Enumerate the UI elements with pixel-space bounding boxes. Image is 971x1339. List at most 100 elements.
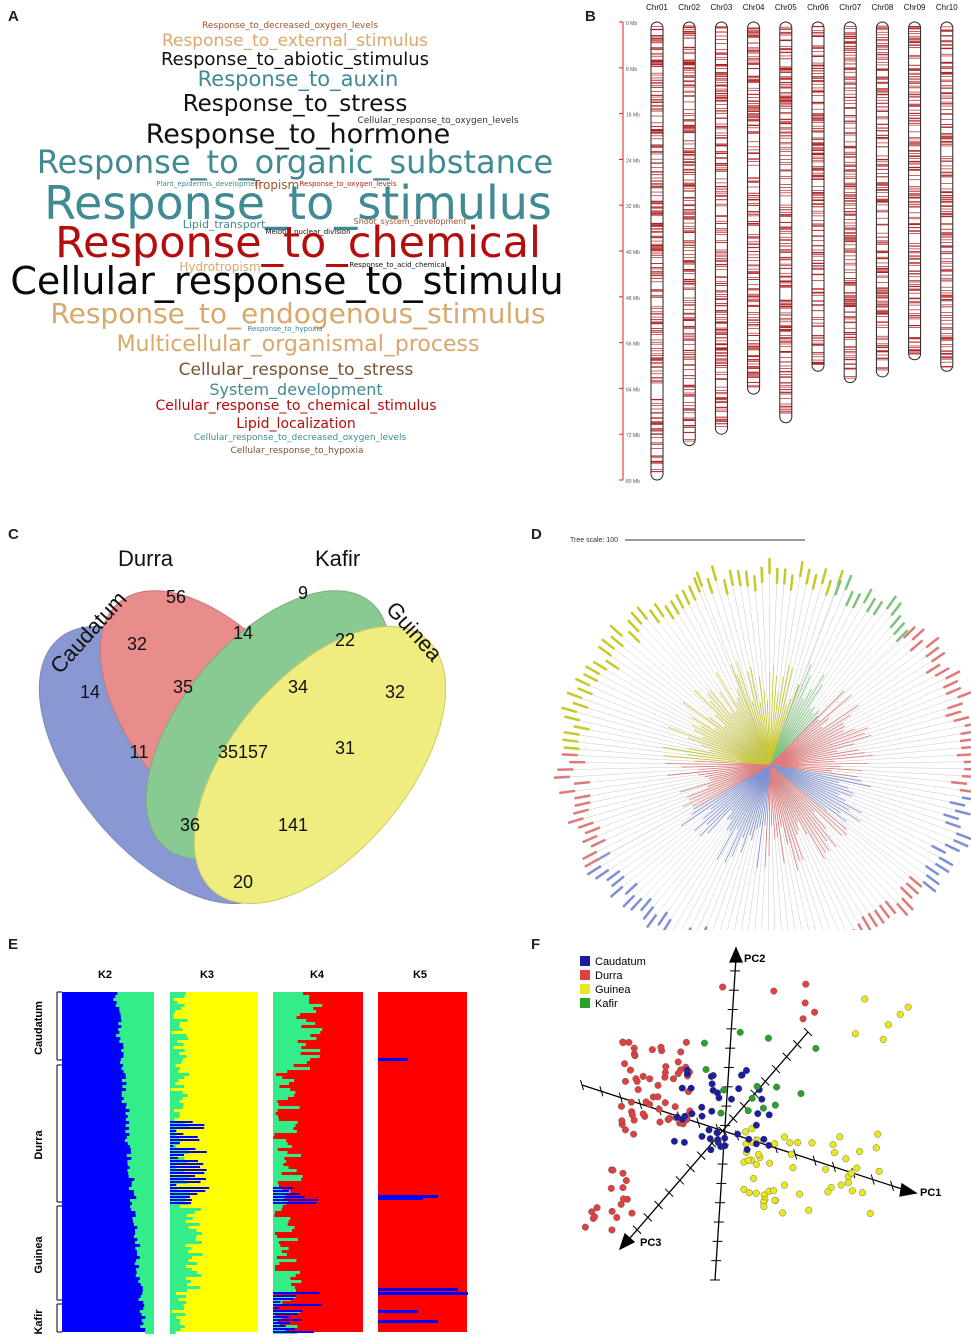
k2-bar [133, 1235, 154, 1238]
k4-bar [273, 1019, 307, 1022]
k4-bar [273, 1283, 292, 1286]
k4-bar [273, 1160, 287, 1163]
k3-bar [170, 1079, 179, 1082]
tree-branch [769, 600, 866, 766]
tree-clade-branch [769, 689, 812, 766]
k3-bar [170, 1040, 178, 1043]
k4-bar [273, 1133, 275, 1136]
tree-leaf-label [961, 796, 971, 802]
pca-point [837, 1181, 845, 1189]
k2-bar [124, 1139, 154, 1142]
tree-leaf-label [901, 897, 914, 911]
tree-clade-branch [736, 673, 771, 766]
k3-bar [170, 1304, 184, 1307]
k4-bar [273, 1109, 278, 1112]
k3-bar [170, 1262, 198, 1265]
k4-bar [273, 1286, 295, 1289]
k4-bar [273, 992, 303, 995]
pc3-tick [728, 1114, 738, 1123]
k4-bar [273, 1310, 303, 1312]
tree-clade-branch [736, 702, 771, 766]
k2-bar [131, 1184, 154, 1187]
k2-bar [122, 1085, 154, 1088]
tree-branch [705, 764, 771, 930]
tree-branch [654, 764, 771, 918]
tree-clade-branch [662, 746, 771, 766]
tree-branch [637, 640, 771, 766]
k3-bar [170, 1019, 188, 1022]
pca-point [858, 1189, 866, 1197]
k2-bar [143, 1322, 154, 1325]
tree-clade-branch [707, 764, 771, 834]
tree-leaf-label [775, 567, 779, 584]
tree-leaf-label [953, 838, 969, 848]
pca-point [713, 1089, 721, 1097]
pca-point [702, 1065, 710, 1073]
pca-point [753, 1082, 761, 1090]
k3-bar [170, 1103, 184, 1106]
word: Response_to_abiotic_stimulus [160, 49, 430, 70]
k4-bar [273, 1139, 287, 1142]
tree-leaf-label [586, 864, 602, 876]
tree-leaf-label [798, 560, 804, 578]
tree-branch [620, 644, 771, 766]
tree-leaf-label [630, 897, 643, 911]
k2-bar [126, 1136, 154, 1139]
tree-clade-branch [751, 764, 771, 841]
word: Hydrotropism [179, 260, 261, 274]
pca-point [896, 1010, 904, 1018]
k4-bar [273, 1319, 302, 1321]
tree-branch [676, 611, 771, 766]
tree-branch [769, 764, 910, 886]
tree-branch [720, 764, 771, 930]
tree-leaf-label [610, 635, 624, 648]
k3-bar [170, 1151, 207, 1153]
pca-point [742, 1066, 750, 1074]
tree-clade-branch [736, 661, 771, 766]
k3-bar [170, 1094, 188, 1097]
k2-bar [142, 1292, 154, 1295]
tree-clade-branch [769, 667, 793, 766]
k2-bar [125, 1106, 154, 1109]
tree-branch [769, 764, 846, 930]
k2-bar [125, 1076, 154, 1079]
tree-leaf-label [934, 666, 950, 678]
k2-bar [133, 1223, 154, 1226]
k4-bar [273, 1082, 290, 1085]
tree-clade-branch [769, 764, 785, 864]
tree-branch [611, 647, 771, 766]
k4-bar [273, 1307, 280, 1309]
tree-clade-branch [769, 664, 790, 766]
pca-point [797, 1090, 805, 1098]
tree-leaf-label [889, 614, 902, 629]
tree-leaf-label [567, 817, 584, 825]
pc3-tick [664, 1188, 674, 1198]
chromosome-chr06 [811, 21, 825, 372]
tree-leaf-label [592, 660, 608, 672]
go-word-cloud: Response_to_decreased_oxygen_levels Resp… [0, 0, 580, 470]
pca-point [780, 1133, 788, 1141]
tree-branch [769, 764, 913, 879]
k3-bar [170, 1061, 182, 1064]
k3-bar [170, 1112, 180, 1115]
k5-bar [378, 1058, 408, 1061]
tree-clade-branch [698, 764, 771, 776]
venn-count: 35157 [218, 742, 268, 762]
k3-bar [170, 1190, 206, 1192]
tree-clade-branch [769, 698, 804, 766]
pca-point [670, 1137, 678, 1145]
tree-branch [769, 692, 949, 766]
tree-leaf-label [642, 905, 655, 921]
k2-bar [127, 1169, 154, 1172]
tree-clade-branch [759, 702, 771, 766]
tree-clade-branch [769, 764, 827, 854]
k4-bar [273, 1208, 282, 1211]
tree-leaf-label [930, 651, 946, 663]
chromosome-chr03 [714, 21, 728, 435]
word: Lipid_transport [182, 218, 266, 231]
tree-leaf-label [639, 897, 653, 912]
tree-leaf-label [569, 760, 586, 764]
k4-bar [273, 1124, 296, 1127]
tree-branch [594, 764, 771, 854]
tree-leaf-label [944, 843, 961, 853]
